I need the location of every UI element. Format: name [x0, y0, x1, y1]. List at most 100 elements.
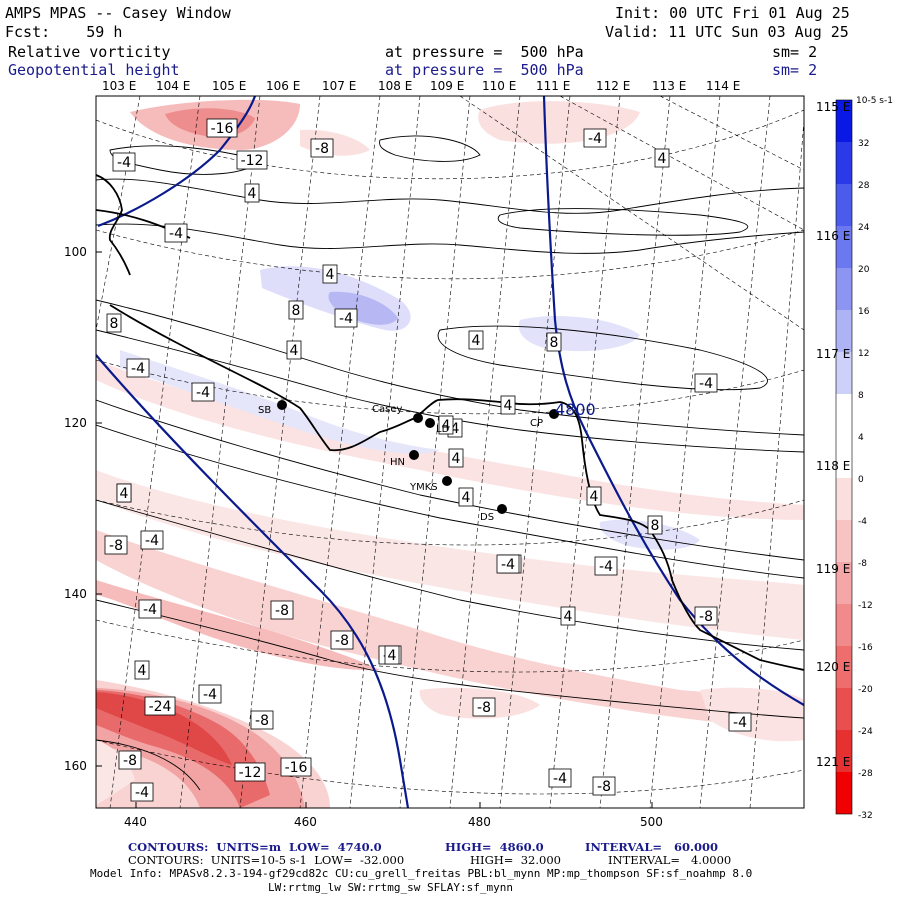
- right-lon-label: 118 E: [816, 459, 850, 473]
- right-lon-label: 117 E: [816, 347, 850, 361]
- contour-label: -8: [597, 779, 611, 795]
- contour-label-box: [330, 630, 354, 650]
- model-info-physics: LW:rrtmg_lw SW:rrtmg_sw SFLAY:sf_mynn: [268, 881, 514, 894]
- top-lon-label: 106 E: [266, 79, 300, 93]
- right-lon-label: 115 E: [816, 100, 850, 114]
- colorbar-tick-label: 16: [858, 307, 870, 317]
- contour-label: -4: [553, 771, 567, 787]
- contour-label-box: [236, 150, 268, 170]
- contour-label: 4: [564, 609, 573, 625]
- contour-label-box: [694, 606, 718, 626]
- contour-label: -4: [339, 311, 353, 327]
- contour-label: -4: [145, 533, 159, 549]
- axis-labels: 103 E 104 E 105 E 106 E 107 E 108 E 109 E 110 E…: [64, 79, 850, 829]
- bottom-axis-label: 460: [294, 815, 317, 829]
- field2-level: at pressure = 500 hPa: [385, 61, 584, 79]
- plot-area: -16-12-8-44-44-448-44848-4-4-444444484-8…: [96, 96, 804, 808]
- contour-label-box: [234, 762, 266, 782]
- contour-label-box: [334, 308, 358, 328]
- contour-labels: -16-12-8-44-44-448-44848-4-4-444444484-8…: [104, 118, 752, 802]
- top-lon-label: 111 E: [536, 79, 570, 93]
- colorbar-tick-label: 20: [858, 265, 870, 275]
- contour-label-box: [140, 530, 164, 550]
- contour-label: 4: [442, 418, 451, 434]
- contour-label-box: [286, 340, 302, 360]
- bottom-axis-label: 480: [468, 815, 491, 829]
- station-markers: SB Casey LD HN YMKS DS CP: [258, 400, 559, 523]
- colorbar-swatch: [836, 184, 852, 226]
- contour-label-box: [164, 223, 188, 243]
- station-label: Casey: [372, 404, 402, 415]
- contour-label: -8: [699, 609, 713, 625]
- top-lon-label: 103 E: [102, 79, 136, 93]
- colorbar-swatch: [836, 310, 852, 352]
- top-lon-label: 109 E: [430, 79, 464, 93]
- colorbar-tick-label: -16: [858, 643, 873, 653]
- contour-label-box: [112, 152, 136, 172]
- station-label: HN: [390, 457, 405, 468]
- contour-label-box: [250, 710, 274, 730]
- contour-label-box: [106, 313, 122, 333]
- left-axis-label: 140: [64, 587, 87, 601]
- colorbar-tick-label: -12: [858, 601, 873, 611]
- model-info: Model Info: MPASv8.2.3-194-gf29cd82c CU:…: [90, 867, 753, 880]
- colorbar-frame: [835, 99, 853, 815]
- contour-label: 4: [504, 398, 513, 414]
- contour-label-box: [134, 660, 150, 680]
- colorbar-unit: 10-5 s-1: [856, 96, 893, 106]
- contour-label: -8: [109, 538, 123, 554]
- station-label: DS: [480, 512, 494, 523]
- top-lon-label: 104 E: [156, 79, 190, 93]
- field1-name: Relative vorticity: [8, 43, 171, 61]
- station-label: LD: [436, 424, 450, 435]
- contour-label: -4: [588, 131, 602, 147]
- contour-label: -8: [123, 753, 137, 769]
- contour-label-box: [728, 712, 752, 732]
- colorbar-tick-label: -28: [858, 769, 873, 779]
- colorbar-swatch: [836, 646, 852, 688]
- contour-label: -4: [599, 559, 613, 575]
- colorbar-swatch: [836, 352, 852, 394]
- height-contour-info: CONTOURS: UNITS=m LOW= 4740.0: [128, 840, 382, 854]
- colorbar-tick-label: -4: [858, 517, 867, 527]
- contour-label-box: [206, 118, 238, 138]
- contour-label-box: [694, 373, 718, 393]
- contour-label-box: [438, 415, 454, 435]
- colorbar-swatch: [836, 730, 852, 772]
- contour-label-box: [468, 330, 484, 350]
- contour-label: 4: [462, 490, 471, 506]
- contour-label: -4: [131, 361, 145, 377]
- station-dot: [442, 476, 452, 486]
- contour-label-box: [647, 515, 663, 535]
- colorbar: 32 28 24 20 16 12 8 4 0 -4 -8 -12 -16 -20 -24 -28 -32: [835, 99, 873, 821]
- contour-label: -8: [477, 700, 491, 716]
- station-dot: [277, 400, 287, 410]
- top-lon-label: 108 E: [378, 79, 412, 93]
- contour-label: -8: [315, 141, 329, 157]
- contour-label: -12: [241, 153, 264, 169]
- valid-time: Valid: 11 UTC Sun 03 Aug 25: [605, 23, 849, 41]
- vorticity-contour-info: CONTOURS: UNITS=10-5 s-1 LOW= -32.000: [128, 853, 405, 867]
- contour-label-box: [310, 138, 334, 158]
- contour-label: -4: [699, 376, 713, 392]
- init-time: Init: 00 UTC Fri 01 Aug 25: [615, 4, 850, 22]
- plot-frame: [95, 95, 805, 809]
- left-axis-label: 100: [64, 245, 87, 259]
- colorbar-swatch: [836, 772, 852, 814]
- contour-label-box: [144, 696, 176, 716]
- contour-label-box: [594, 556, 618, 576]
- height-contour-high: HIGH= 4860.0: [445, 840, 544, 854]
- colorbar-swatch: [836, 436, 852, 478]
- contour-label-box: [244, 183, 260, 203]
- contour-label-box: [586, 486, 602, 506]
- contour-label: -4: [117, 155, 131, 171]
- contour-label: 4: [658, 151, 667, 167]
- contour-label-box: [280, 757, 312, 777]
- contour-label-box: [448, 448, 464, 468]
- right-lon-label: 121 E: [816, 755, 850, 769]
- contour-label-box: [654, 148, 670, 168]
- contour-label: 4: [248, 186, 257, 202]
- colorbar-swatch: [836, 142, 852, 184]
- contour-label-box: [126, 358, 150, 378]
- top-lon-label: 110 E: [482, 79, 516, 93]
